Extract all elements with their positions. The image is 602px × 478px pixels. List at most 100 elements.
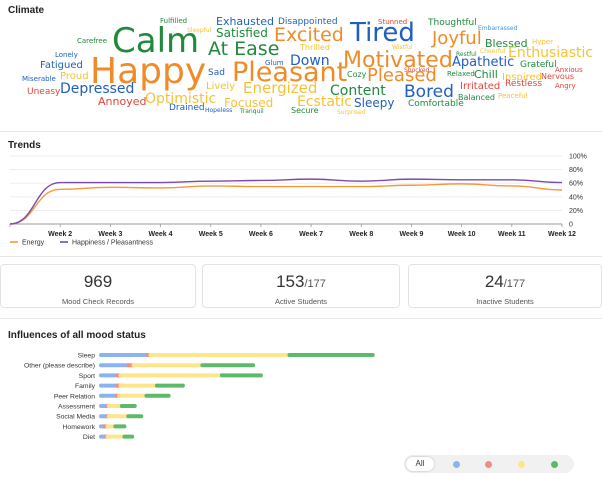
red-dot-icon (485, 461, 492, 468)
category-label: Homework (63, 424, 96, 431)
word-energized: Energized (243, 79, 318, 97)
y-tick-label: 80% (569, 167, 583, 174)
word-hyper: Hyper (532, 38, 554, 46)
word-peaceful: Peaceful (498, 92, 528, 100)
x-tick-label: Week 9 (399, 231, 423, 238)
category-label: Sport (79, 373, 95, 380)
word-happy: Happy (90, 51, 207, 92)
word-inspired: Inspired (502, 72, 543, 83)
influences-title: Influences of all mood status (8, 330, 146, 341)
x-tick-label: Week 11 (498, 231, 526, 238)
stat-card-mood-records: 969 Mood Check Records (0, 264, 196, 308)
category-label: Social Media (56, 414, 95, 421)
word-grateful: Grateful (520, 60, 557, 70)
climate-title: Climate (8, 5, 45, 16)
trends-line-chart: 0 20% 40% 60% 80% 100% Week 2 Week 3 Week 4 Week … (9, 154, 587, 247)
word-motivated: Motivated (343, 48, 453, 73)
word-joyful: Joyful (432, 28, 482, 49)
word-miserable: Miserable (22, 75, 56, 83)
filter-red-button[interactable] (474, 457, 504, 471)
stat-number: 969 (83, 272, 113, 291)
filter-yellow-button[interactable] (507, 457, 537, 471)
word-nervous: Nervous (541, 72, 575, 81)
word-restless: Restless (505, 79, 543, 89)
word-restful: Restful (456, 51, 477, 58)
word-lonely: Lonely (55, 51, 78, 59)
trends-title: Trends (8, 140, 41, 151)
word-tranquil: Tranquil (240, 108, 264, 115)
word-calm: Calm (112, 21, 200, 61)
word-hopeless: Hopeless (205, 107, 233, 114)
legend-label[interactable]: Energy (22, 240, 45, 247)
word-ecstatic: Ecstatic (297, 94, 352, 110)
divider (0, 256, 602, 257)
word-anxious: Anxious (555, 66, 583, 74)
word-fatigued: Fatigued (40, 60, 83, 71)
blue-dot-icon (453, 461, 460, 468)
word-blessed: Blessed (485, 37, 528, 50)
mood-word-cloud: Fulfilled Exhausted Disappointed Stunned Tho… (0, 14, 602, 128)
trends-grid (10, 155, 562, 225)
stat-card-inactive-students: 24/177 Inactive Students (408, 264, 602, 308)
word-at-ease: At Ease (208, 38, 280, 60)
legend-label[interactable]: Happiness / Pleasantness (72, 240, 153, 247)
word-carefree: Carefree (77, 37, 108, 45)
word-relaxed: Relaxed (447, 70, 475, 78)
word-thoughtful: Thoughtful (428, 18, 477, 28)
word-enthusiastic: Enthusiastic (508, 45, 594, 61)
category-label: Diet (83, 434, 95, 441)
filter-all-button[interactable]: All (406, 457, 434, 471)
stat-label: Inactive Students (476, 297, 534, 306)
category-label: Other (please describe) (24, 363, 95, 370)
word-thrilled: Thrilled (300, 43, 330, 52)
word-pleasant: Pleasant (232, 57, 348, 88)
word-sleepy: Sleepy (354, 96, 395, 110)
word-secure: Secure (291, 106, 319, 115)
word-exhausted: Exhausted (216, 15, 274, 28)
word-sad: Sad (208, 68, 225, 78)
word-embarrassed: Embarrassed (478, 25, 518, 32)
stat-number: 153 (276, 272, 305, 291)
filter-blue-button[interactable] (442, 457, 472, 471)
filter-green-button[interactable] (540, 457, 570, 471)
word-chill: Chill (474, 68, 498, 81)
divider (0, 131, 602, 132)
word-excited: Excited (274, 24, 344, 46)
category-label: Assessment (58, 404, 95, 411)
word-shocked: Shocked (404, 67, 430, 74)
x-tick-label: Week 7 (299, 231, 323, 238)
word-sleepful: Sleepful (187, 27, 212, 34)
x-tick-label: Week 4 (149, 231, 173, 238)
word-tired: Tired (350, 18, 415, 48)
word-apathetic: Apathetic (452, 55, 515, 70)
series-line-energy (9, 183, 563, 225)
stat-denominator: /177 (503, 278, 526, 290)
series-line-happiness-pleasantness (9, 178, 563, 225)
word-cozy: Cozy (347, 70, 367, 79)
stat-denominator: /177 (304, 278, 326, 290)
y-tick-label: 20% (569, 208, 583, 215)
word-down: Down (290, 53, 330, 69)
x-tick-label: Week 2 (48, 231, 72, 238)
word-pleased: Pleased (367, 65, 437, 86)
word-optimistic: Optimistic (145, 91, 217, 107)
category-label: Peer Relation (54, 393, 95, 400)
category-label: Sleep (78, 353, 96, 360)
stat-label: Active Students (274, 297, 328, 306)
y-tick-label: 0 (569, 222, 573, 229)
word-fulfilled: Fulfilled (160, 17, 188, 25)
yellow-dot-icon (518, 461, 525, 468)
stat-value: 24/177 (409, 273, 601, 293)
divider (0, 318, 602, 319)
word-lively: Lively (206, 81, 236, 92)
word-annoyed: Annoyed (98, 95, 147, 108)
stat-value: 969 (1, 273, 195, 293)
word-proud: Proud (60, 71, 89, 82)
y-tick-label: 40% (569, 194, 583, 201)
word-uneasy: Uneasy (27, 87, 61, 97)
word-drained: Drained (169, 103, 205, 113)
mood-filter-toggle: All (404, 455, 574, 473)
category-label: Family (75, 383, 96, 390)
stat-value: 153/177 (203, 273, 399, 293)
word-glum: Glum (265, 59, 284, 67)
